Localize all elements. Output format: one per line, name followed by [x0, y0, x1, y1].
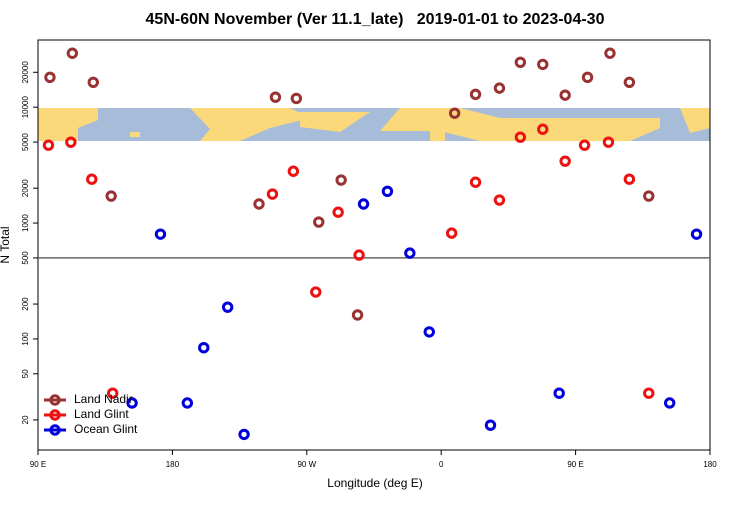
y-tick-label: 10000: [21, 96, 30, 119]
data-point: [105, 190, 117, 202]
data-point: [404, 247, 416, 259]
x-tick-label: 90 E: [567, 460, 583, 469]
data-point: [269, 91, 282, 103]
data-point: [351, 309, 364, 321]
x-tick-label: 90 W: [297, 460, 316, 469]
y-tick-label: 20: [21, 415, 30, 424]
data-point: [469, 88, 482, 101]
data-point: [623, 173, 636, 185]
data-point: [559, 155, 571, 167]
data-point: [514, 131, 527, 143]
y-tick-label: 50: [21, 369, 30, 378]
data-point: [154, 228, 167, 240]
x-tick-label: 180: [703, 460, 717, 469]
data-point: [86, 173, 98, 185]
data-point: [290, 92, 303, 105]
data-point: [484, 419, 497, 431]
data-point: [332, 206, 344, 218]
data-point: [198, 341, 210, 354]
x-tick-label: 180: [166, 460, 180, 469]
data-point: [514, 56, 527, 68]
data-point: [643, 190, 655, 202]
data-point: [445, 227, 458, 239]
data-point: [126, 397, 138, 409]
data-point: [357, 198, 370, 210]
data-point: [553, 387, 565, 399]
data-point: [578, 139, 591, 151]
legend-label: Ocean Glint: [74, 422, 138, 436]
data-point: [623, 76, 636, 88]
data-point: [253, 198, 265, 210]
x-axis-label: Longitude (deg E): [327, 476, 422, 490]
plot-frame: [37, 39, 711, 451]
data-point: [690, 228, 703, 240]
data-point: [493, 82, 506, 94]
data-point: [221, 301, 234, 313]
data-point: [381, 185, 394, 197]
data-point: [181, 397, 194, 409]
chart-title: 45N-60N November (Ver 11.1_late) 2019-01…: [146, 11, 605, 28]
legend-marker: [49, 424, 61, 436]
data-point: [66, 47, 79, 59]
legend-label: Land Nadir: [74, 392, 133, 406]
data-point: [238, 428, 250, 441]
y-tick-label: 1000: [21, 214, 30, 232]
y-tick-label: 100: [21, 332, 30, 346]
data-point: [287, 165, 300, 177]
data-point: [537, 123, 549, 135]
y-tick-label: 5000: [21, 133, 30, 151]
x-tick-label: 90 E: [30, 460, 46, 469]
y-axis-label: N Total: [0, 226, 12, 263]
data-point: [313, 216, 325, 228]
data-point: [106, 387, 119, 399]
legend-marker: [49, 409, 61, 421]
data-point: [310, 286, 322, 298]
data-point: [335, 174, 347, 186]
data-point: [604, 47, 616, 59]
y-tick-label: 2000: [21, 179, 30, 197]
data-point: [353, 249, 365, 261]
data-point: [448, 107, 461, 119]
data-point: [266, 188, 279, 200]
data-point: [65, 136, 77, 148]
data-point: [602, 136, 615, 148]
x-tick-label: 0: [439, 460, 444, 469]
data-point: [643, 387, 655, 399]
map-strip: [38, 108, 710, 141]
data-point: [537, 58, 549, 71]
legend-marker: [49, 394, 61, 406]
data-point: [423, 326, 435, 338]
data-point: [87, 76, 99, 88]
data-point: [493, 194, 506, 206]
legend-label: Land Glint: [74, 407, 129, 421]
y-tick-label: 500: [21, 251, 30, 265]
data-point: [559, 89, 571, 101]
data-point: [663, 397, 676, 409]
y-tick-label: 20000: [21, 61, 30, 84]
data-point: [469, 176, 482, 188]
data-point: [42, 139, 55, 151]
y-tick-label: 200: [21, 297, 30, 311]
data-point: [581, 71, 594, 84]
data-point: [44, 71, 56, 84]
